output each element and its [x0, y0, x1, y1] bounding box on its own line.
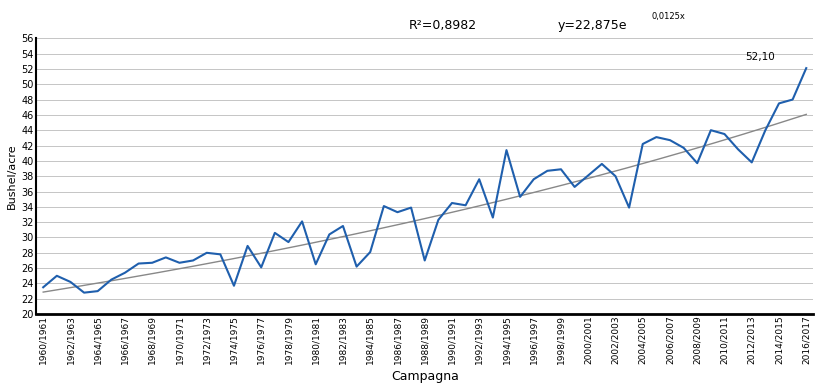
Text: y=22,875e: y=22,875e [557, 20, 627, 32]
X-axis label: Campagna: Campagna [391, 370, 458, 383]
Y-axis label: Bushel/acre: Bushel/acre [7, 144, 17, 209]
Text: R²=0,8982: R²=0,8982 [408, 20, 477, 32]
Text: 52,10: 52,10 [744, 53, 774, 62]
Text: 0,0125x: 0,0125x [651, 12, 685, 21]
